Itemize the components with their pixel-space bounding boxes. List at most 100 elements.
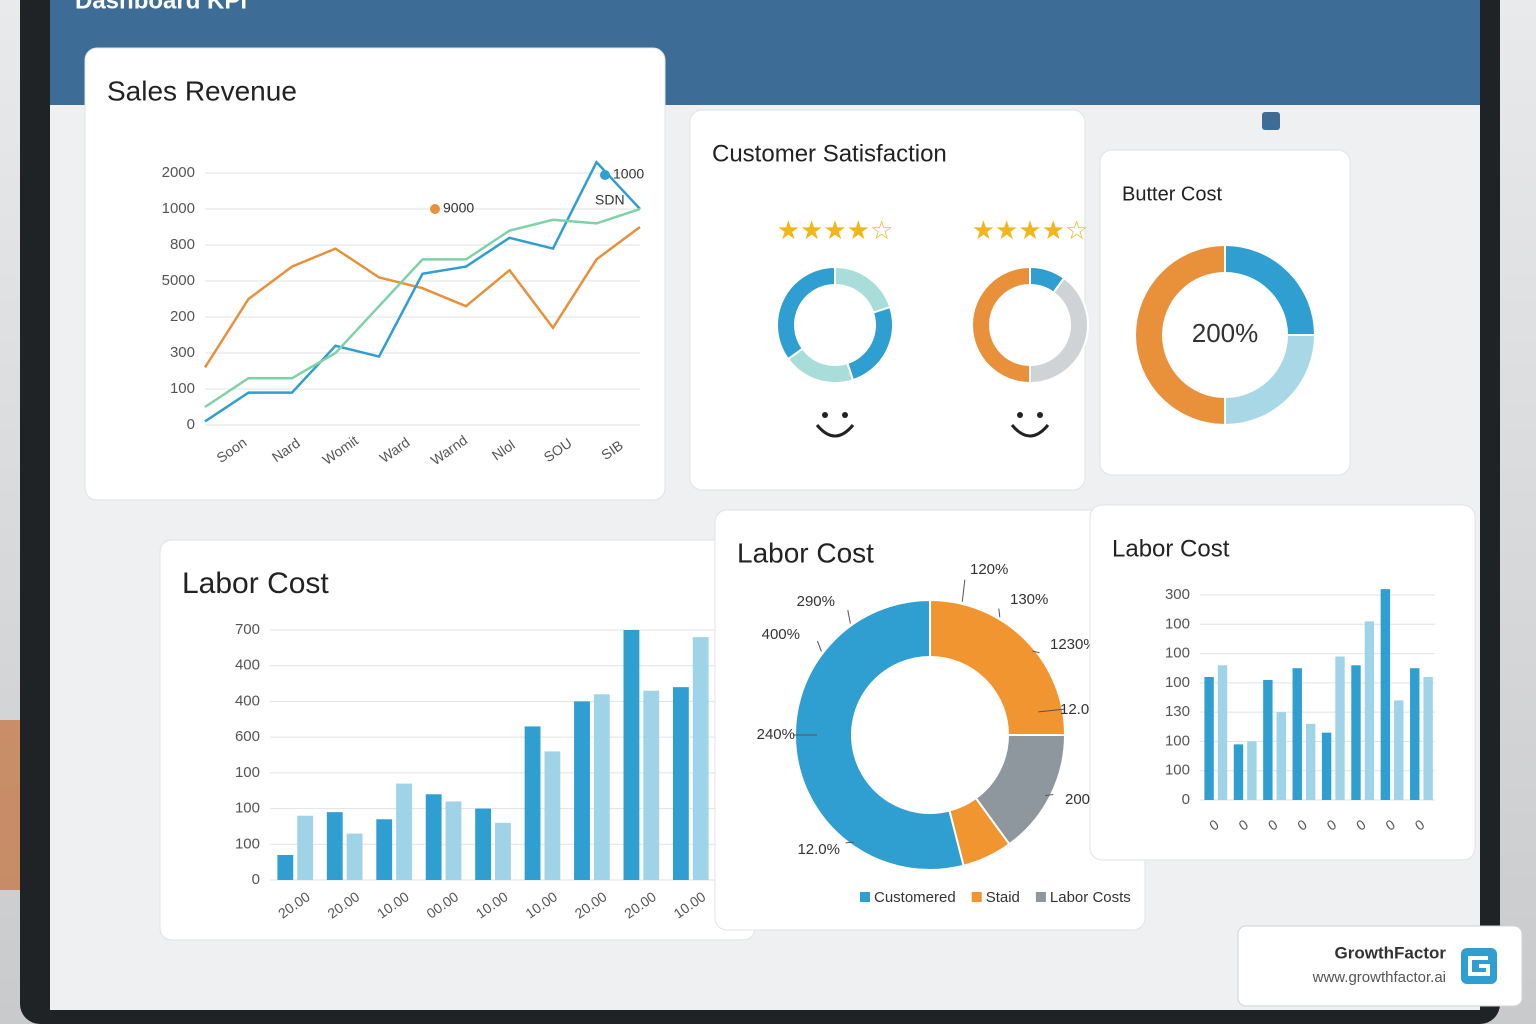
bar bbox=[1204, 677, 1214, 800]
charts: Sales Revenue2000100080050002003001000So… bbox=[84, 47, 1476, 941]
icon-face bbox=[992, 287, 1068, 363]
legend-label: Staid bbox=[986, 889, 1020, 906]
leader-line bbox=[998, 608, 1001, 618]
bar bbox=[445, 801, 462, 880]
y-tick-label: 400 bbox=[235, 692, 260, 709]
legend-swatch bbox=[860, 892, 870, 902]
panel-title: Sales Revenue bbox=[107, 75, 297, 106]
bar bbox=[593, 694, 610, 880]
leader-line bbox=[961, 579, 966, 602]
bar bbox=[1276, 712, 1286, 800]
data-label: 290% bbox=[797, 593, 835, 610]
brand-name: GrowthFactor bbox=[1335, 943, 1447, 962]
header-title: Dashboard KPI bbox=[75, 0, 247, 14]
y-tick-label: 5000 bbox=[162, 272, 195, 289]
panel-title: Butter Cost bbox=[1122, 183, 1222, 205]
y-tick-label: 0 bbox=[187, 416, 195, 433]
bar bbox=[277, 855, 294, 880]
bar bbox=[495, 822, 511, 880]
leader-line bbox=[1032, 650, 1040, 654]
bar bbox=[425, 794, 442, 880]
y-tick-label: 400 bbox=[235, 657, 260, 674]
y-tick-label: 100 bbox=[235, 800, 260, 817]
y-tick-label: 100 bbox=[1165, 645, 1190, 662]
bar bbox=[297, 815, 314, 880]
y-tick-label: 200 bbox=[170, 308, 195, 325]
data-label: 240% bbox=[757, 726, 795, 743]
leader-line bbox=[845, 841, 854, 844]
bar bbox=[1335, 656, 1345, 800]
y-tick-label: 0 bbox=[1182, 791, 1190, 808]
bar bbox=[1305, 723, 1316, 800]
bar bbox=[1364, 621, 1375, 800]
panel-title: Labor Cost bbox=[737, 537, 874, 568]
brand-url: www.growthfactor.ai bbox=[1312, 969, 1446, 986]
bar bbox=[1410, 668, 1420, 800]
legend-label: 1000 bbox=[613, 166, 644, 182]
donut-segment bbox=[971, 265, 1031, 385]
data-label: 1230% bbox=[1050, 636, 1097, 653]
icon-eye bbox=[1017, 412, 1023, 418]
bar bbox=[643, 690, 660, 880]
bar bbox=[1263, 679, 1273, 800]
legend-label: Labor Costs bbox=[1050, 889, 1131, 906]
star-rating: ★★★★☆ bbox=[972, 215, 1089, 245]
bar bbox=[1423, 677, 1433, 800]
bar bbox=[672, 687, 689, 880]
y-tick-label: 0 bbox=[252, 871, 260, 888]
leader-line bbox=[847, 610, 851, 624]
center-label: 200% bbox=[1192, 318, 1259, 348]
bar bbox=[1247, 741, 1257, 800]
star-rating: ★★★★☆ bbox=[777, 215, 894, 245]
bar bbox=[376, 819, 393, 880]
bar bbox=[1217, 665, 1228, 800]
y-tick-label: 600 bbox=[235, 728, 260, 745]
legend-marker bbox=[430, 204, 440, 214]
brand-badge bbox=[1237, 925, 1523, 1007]
bar bbox=[1292, 668, 1302, 800]
bar bbox=[396, 783, 412, 880]
bar bbox=[346, 833, 363, 880]
bar bbox=[1233, 744, 1244, 800]
bar bbox=[1380, 589, 1391, 800]
data-label: 120% bbox=[970, 561, 1008, 578]
data-label: 12.0% bbox=[797, 841, 840, 858]
icon-eye bbox=[842, 412, 848, 418]
legend-label: 9000 bbox=[443, 200, 474, 216]
panel-title: Customer Satisfaction bbox=[712, 140, 947, 167]
y-tick-label: 100 bbox=[170, 380, 195, 397]
data-label: 130% bbox=[1010, 591, 1048, 608]
bar bbox=[524, 726, 541, 880]
icon-face bbox=[797, 287, 873, 363]
y-tick-label: 100 bbox=[1165, 674, 1190, 691]
y-tick-label: 700 bbox=[235, 621, 260, 638]
bar bbox=[1394, 700, 1404, 800]
annotation: SDN bbox=[595, 192, 625, 208]
y-tick-label: 100 bbox=[1165, 732, 1190, 749]
line-series bbox=[203, 225, 641, 369]
donut-segment bbox=[794, 598, 965, 871]
donut-segment bbox=[929, 598, 1067, 736]
header-icon[interactable] bbox=[1262, 112, 1280, 130]
y-tick-label: 2000 bbox=[162, 164, 195, 181]
icon-smile bbox=[1010, 424, 1050, 438]
leader-line bbox=[1045, 793, 1054, 797]
leader-line bbox=[816, 640, 822, 652]
data-label: 400% bbox=[762, 626, 800, 643]
legend-swatch bbox=[1035, 892, 1046, 902]
y-tick-label: 300 bbox=[170, 344, 195, 361]
bar bbox=[1351, 665, 1361, 800]
donut-segment bbox=[776, 265, 836, 361]
line-series bbox=[204, 207, 641, 409]
legend-label: Customered bbox=[874, 889, 956, 906]
icon-smile bbox=[815, 424, 855, 438]
brand-logo-g bbox=[1468, 956, 1490, 976]
bar bbox=[326, 812, 343, 880]
legend-swatch bbox=[971, 892, 982, 902]
y-tick-label: 800 bbox=[170, 236, 195, 253]
legend-marker bbox=[600, 170, 610, 180]
bar bbox=[574, 701, 590, 880]
y-tick-label: 100 bbox=[235, 764, 260, 781]
